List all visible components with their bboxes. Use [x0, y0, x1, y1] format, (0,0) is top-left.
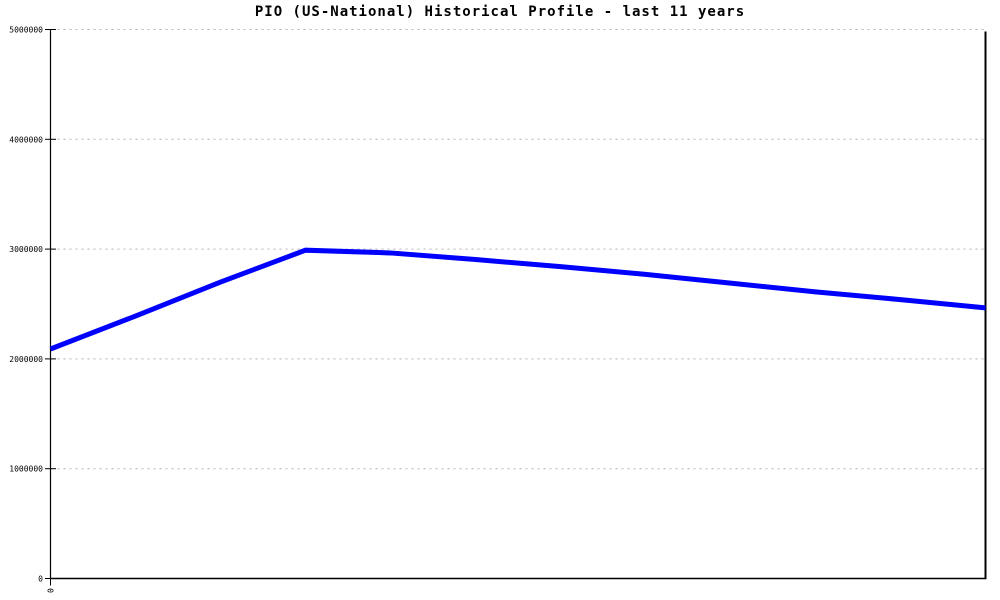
y-tick-label: 0	[38, 575, 43, 584]
data-series-line	[49, 247, 986, 352]
y-tick-label: 1000000	[9, 465, 43, 474]
y-tick-label: 3000000	[9, 245, 43, 254]
y-gridlines	[51, 29, 986, 470]
y-tick-label: 4000000	[9, 135, 43, 144]
y-tick-label: 2000000	[9, 355, 43, 364]
x-tick-label: 0	[46, 588, 55, 593]
chart-title: PIO (US-National) Historical Profile - l…	[254, 4, 746, 20]
y-axis-ticks: 0 1000000 2000000 3000000 4000000 5000000	[9, 26, 56, 584]
y-tick-label: 5000000	[9, 26, 43, 35]
x-axis-ticks: 0	[46, 578, 55, 593]
